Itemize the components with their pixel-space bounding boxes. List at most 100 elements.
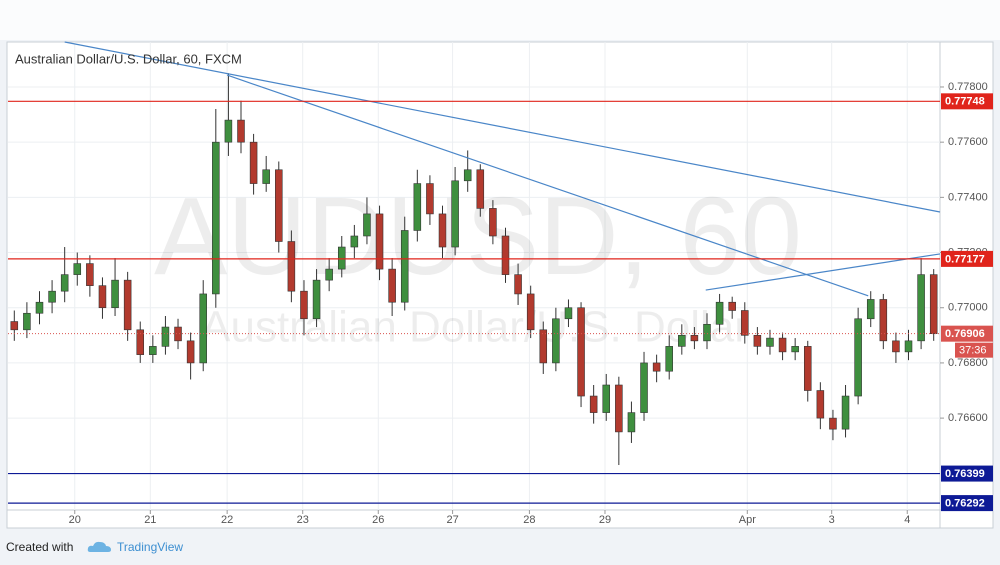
chart-title: Australian Dollar/U.S. Dollar, 60, FXCM: [15, 51, 242, 66]
candle-body: [161, 326, 170, 347]
candle-body: [174, 326, 182, 342]
candle-body: [552, 318, 560, 364]
candle-body: [123, 279, 132, 331]
trend-line: [705, 253, 941, 291]
candle-body: [312, 279, 321, 320]
candle-body: [451, 180, 459, 248]
y-tick-label: 0.76600: [948, 412, 988, 424]
candle-body: [627, 412, 636, 433]
chart: AUDUSD, 60 Australian Dollar/U.S. Dollar…: [0, 0, 1000, 529]
candle-body: [300, 290, 308, 320]
x-tick-label: 20: [69, 514, 81, 526]
candle-body: [350, 235, 359, 248]
candle-body: [337, 246, 346, 270]
x-tick-label: 26: [372, 514, 384, 526]
candle-body: [778, 337, 787, 353]
y-tick-label: 0.76800: [948, 357, 988, 369]
candle-body: [98, 285, 107, 309]
candle-body: [86, 263, 94, 286]
candle-body: [363, 213, 371, 237]
price-level-label: 0.76292: [945, 498, 985, 510]
candle-body: [690, 335, 699, 342]
candle-body: [879, 299, 888, 342]
x-tick-label: 21: [144, 514, 156, 526]
current-price-label: 0.76906: [945, 328, 985, 340]
price-level-label: 0.76399: [945, 468, 985, 480]
candle-body: [275, 169, 283, 242]
candle-body: [854, 318, 862, 397]
candle-body: [539, 329, 548, 364]
candle-body: [652, 362, 661, 372]
candle-body: [388, 268, 396, 303]
candle-body: [791, 346, 799, 353]
candle-body: [212, 141, 220, 295]
candle-body: [715, 301, 724, 325]
candle-body: [489, 208, 497, 237]
x-tick-label: 3: [829, 514, 835, 526]
candle-body: [728, 301, 736, 311]
candle-body: [753, 335, 762, 347]
candle-body: [904, 340, 913, 353]
candle-body: [816, 390, 825, 419]
candle-body: [514, 274, 522, 295]
candle-body: [741, 310, 749, 336]
candle-body: [476, 169, 485, 209]
price-level-box: [941, 465, 993, 482]
candle-body: [526, 293, 535, 331]
candle-body: [602, 384, 611, 413]
x-tick-label: 4: [904, 514, 910, 526]
y-tick-label: 0.77400: [948, 191, 988, 203]
price-level-box: [941, 495, 993, 512]
overlay: 0.766000.768000.770000.772000.774000.776…: [8, 41, 993, 526]
x-tick-label: 23: [297, 514, 309, 526]
candle-body: [136, 329, 145, 355]
footer: Created with TradingView: [0, 530, 1000, 565]
price-level-box: [941, 93, 993, 110]
current-price-box: [941, 325, 993, 342]
price-level-box: [941, 250, 993, 267]
candle-body: [438, 213, 447, 248]
countdown: 37:36: [959, 345, 987, 357]
brand-logo: [87, 541, 111, 552]
brand[interactable]: TradingView: [117, 540, 184, 554]
created-with: Created with: [6, 540, 74, 554]
y-tick-label: 0.77600: [948, 136, 988, 148]
y-tick-label: 0.77800: [948, 81, 988, 93]
candle-body: [73, 263, 82, 275]
candle-body: [10, 321, 19, 331]
top-bar: [0, 0, 1000, 40]
price-level-label: 0.77748: [945, 96, 985, 108]
chart-pane: [6, 41, 994, 529]
candle-body: [615, 384, 623, 433]
candle-body: [111, 279, 119, 309]
candle-body: [426, 183, 434, 215]
candle-body: [577, 307, 585, 397]
x-tick-label: 28: [523, 514, 535, 526]
candle-body: [224, 119, 233, 143]
candle-body: [249, 141, 258, 184]
price-level-label: 0.77177: [945, 253, 985, 265]
candle-body: [892, 340, 900, 353]
candle-body: [287, 241, 296, 292]
candle-body: [929, 274, 938, 334]
candle-body: [375, 213, 384, 270]
candle-body: [678, 335, 686, 347]
trend-line: [64, 41, 941, 213]
candle-body: [60, 274, 69, 292]
candle-body: [413, 183, 422, 231]
candle-body: [463, 169, 472, 182]
candle-body: [237, 119, 245, 143]
x-tick-label: 29: [599, 514, 611, 526]
candle-body: [640, 362, 648, 413]
x-tick-label: Apr: [739, 514, 756, 526]
candle-body: [400, 230, 409, 303]
candle-body: [199, 293, 207, 364]
watermark-subtitle: Australian Dollar/U.S. Dollar: [201, 303, 749, 352]
candle-body: [829, 417, 837, 430]
candle-body: [35, 301, 44, 314]
x-tick-label: 22: [221, 514, 233, 526]
candle-body: [23, 312, 31, 331]
candle-body: [589, 395, 598, 413]
candle-body: [325, 268, 333, 281]
candle-body: [262, 169, 270, 184]
